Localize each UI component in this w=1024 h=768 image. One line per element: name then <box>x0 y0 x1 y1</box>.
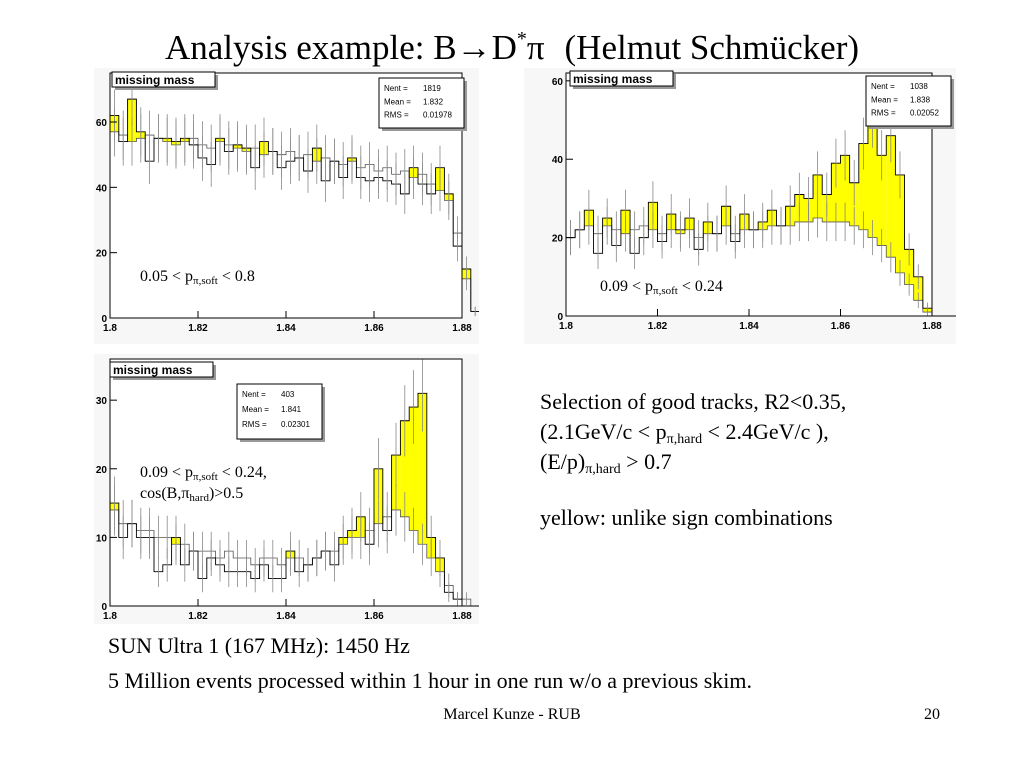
x-tick-label: 1.84 <box>739 321 759 332</box>
x-tick-label: 1.84 <box>276 611 296 622</box>
unlike-sign-histogram-line <box>109 98 479 318</box>
selection-line-1: Selection of good tracks, R2<0.35, <box>540 389 847 414</box>
signal-excess-bin <box>840 155 850 222</box>
signal-excess-bin <box>831 163 841 222</box>
stats-value: 0.02301 <box>281 420 310 429</box>
signal-excess-bin <box>877 155 887 246</box>
stats-value: 403 <box>281 390 295 399</box>
y-tick-label: 60 <box>96 118 108 129</box>
signal-excess-bin <box>400 420 410 517</box>
stats-value: 1.838 <box>910 95 931 104</box>
signal-excess-bin <box>904 249 914 285</box>
selection-line-2: (2.1GeV/c < pπ,hard < 2.4GeV/c ), <box>540 419 829 447</box>
y-tick-label: 20 <box>96 249 108 260</box>
y-tick-label: 10 <box>96 533 108 544</box>
selection-note: Selection of good tracks, R2<0.35, (2.1G… <box>540 387 846 533</box>
x-tick-label: 1.86 <box>831 321 851 332</box>
unlike-sign-histogram-line <box>565 119 956 317</box>
signal-excess-bin <box>895 174 905 273</box>
signal-excess-bin <box>409 407 418 531</box>
x-tick-label: 1.82 <box>648 321 668 332</box>
stats-value: 1.832 <box>423 97 444 106</box>
stats-label: Nent = <box>871 82 895 91</box>
stats-value: 0.01978 <box>423 111 452 120</box>
y-tick-label: 0 <box>101 602 107 613</box>
y-tick-label: 20 <box>96 465 108 476</box>
slide-title: Analysis example: B→D*π (Helmut Schmücker… <box>164 28 860 67</box>
stats-value: 1038 <box>910 82 928 91</box>
y-tick-label: 40 <box>96 183 108 194</box>
cut-label-3: 0.09 < pπ,soft < 0.24, cos(B,πhard)>0.5 <box>140 464 267 504</box>
stats-label: Nent = <box>242 390 266 399</box>
x-tick-label: 1.86 <box>364 323 384 334</box>
x-tick-label: 1.8 <box>103 611 117 622</box>
stats-box <box>865 75 952 127</box>
histogram-title: missing mass <box>573 72 653 86</box>
x-tick-label: 1.8 <box>103 323 117 334</box>
histogram-panel-2: 1.8 1.82 1.84 1.86 1.88 0 20 40 60 missing mass Ne… <box>524 68 956 344</box>
histogram-title: missing mass <box>115 73 195 87</box>
selection-line-3: (E/p)π,hard > 0.7 <box>540 449 672 477</box>
histogram-2: 1.8 1.82 1.84 1.86 1.88 0 20 40 60 missing mass Ne… <box>524 68 956 344</box>
stats-value: 1.841 <box>281 405 302 414</box>
histogram-panel-1: 1.8 1.82 1.84 1.86 1.88 0 20 40 60 missing mass Ne… <box>94 68 479 344</box>
x-tick-label: 1.86 <box>364 611 384 622</box>
histogram-panel-3: 1.8 1.82 1.84 1.86 1.88 0 10 20 30 missing mass Ne… <box>94 354 479 624</box>
x-tick-label: 1.88 <box>922 321 942 332</box>
y-tick-label: 40 <box>552 155 564 166</box>
footer-line-2: 5 Million events processed within 1 hour… <box>108 668 753 693</box>
stats-label: Mean = <box>384 97 411 106</box>
histogram-1: 1.8 1.82 1.84 1.86 1.88 0 20 40 60 missing mass Ne… <box>94 68 479 344</box>
author-footer: Marcel Kunze - RUB <box>443 706 581 723</box>
cut-label-2: 0.09 < pπ,soft < 0.24 <box>600 278 723 297</box>
x-tick-label: 1.84 <box>276 323 296 334</box>
stats-label: Mean = <box>871 95 898 104</box>
stats-box <box>378 77 465 129</box>
signal-excess-bin <box>418 393 427 545</box>
y-tick-label: 0 <box>557 312 563 323</box>
title-box <box>109 361 214 378</box>
title-box <box>569 70 674 87</box>
x-tick-label: 1.8 <box>559 321 573 332</box>
footer-line-1: SUN Ultra 1 (167 MHz): 1450 Hz <box>108 633 410 658</box>
signal-excess-bin <box>858 143 868 230</box>
stats-value: 1819 <box>423 84 441 93</box>
y-tick-label: 60 <box>552 77 564 88</box>
x-tick-label: 1.88 <box>452 323 472 334</box>
stats-label: Mean = <box>242 405 269 414</box>
page-number: 20 <box>924 706 940 723</box>
stats-label: RMS = <box>384 111 409 120</box>
yellow-note: yellow: unlike sign combinations <box>540 505 833 530</box>
signal-excess-bin <box>886 135 896 258</box>
histogram-3: 1.8 1.82 1.84 1.86 1.88 0 10 20 30 missing mass Ne… <box>94 354 479 624</box>
stats-value: 0.02052 <box>910 109 939 118</box>
histogram-title: missing mass <box>113 363 193 377</box>
x-tick-label: 1.88 <box>452 611 472 622</box>
x-tick-label: 1.82 <box>188 323 208 334</box>
stats-label: RMS = <box>242 420 267 429</box>
stats-label: RMS = <box>871 109 896 118</box>
title-box <box>111 71 216 88</box>
y-tick-label: 20 <box>552 234 564 245</box>
cut-label-1: 0.05 < pπ,soft < 0.8 <box>140 268 255 287</box>
x-tick-label: 1.82 <box>188 611 208 622</box>
stats-box <box>236 383 323 440</box>
arrow-glyph: → <box>456 28 492 67</box>
stats-label: Nent = <box>384 84 408 93</box>
signal-excess-bin <box>867 120 878 238</box>
y-tick-label: 30 <box>96 396 108 407</box>
y-tick-label: 0 <box>101 314 107 325</box>
